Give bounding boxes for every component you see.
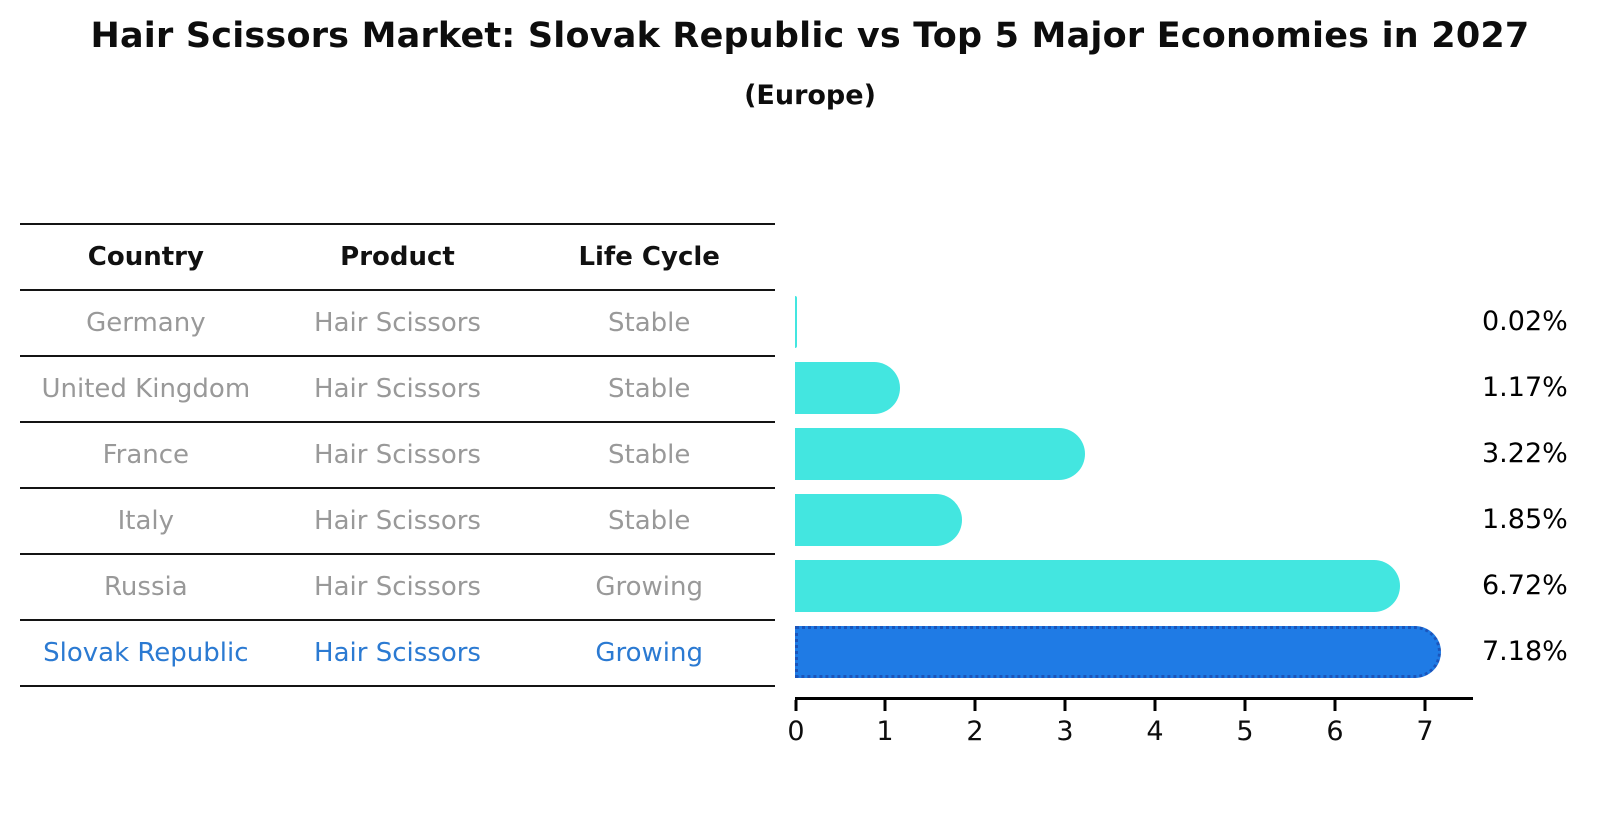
cell-product: Hair Scissors (314, 638, 481, 668)
value-label-united-kingdom: 1.17% (1482, 372, 1568, 403)
bar-row-united-kingdom (795, 355, 1441, 421)
cell-product: Hair Scissors (314, 374, 481, 404)
cell-life-cycle: Stable (608, 374, 691, 404)
x-axis-tick (794, 700, 798, 711)
bar-slovak-republic (795, 626, 1441, 678)
x-axis-label-0: 0 (787, 716, 805, 747)
bar-italy (795, 494, 962, 546)
bar-row-france (795, 421, 1441, 487)
table-row-united-kingdom: United Kingdom Hair Scissors Stable (20, 357, 775, 423)
table-row-slovak-republic: Slovak Republic Hair Scissors Growing (20, 621, 775, 687)
bar-row-russia (795, 553, 1441, 619)
x-axis-tick (1243, 700, 1247, 711)
column-header-product: Product (340, 242, 455, 272)
x-axis-tick (1423, 700, 1427, 711)
x-axis-label-5: 5 (1236, 716, 1254, 747)
page-subtitle: (Europe) (744, 80, 876, 111)
x-axis-tick (1063, 700, 1067, 711)
x-axis-tick (1153, 700, 1157, 711)
x-axis-label-6: 6 (1326, 716, 1344, 747)
cell-country: United Kingdom (41, 374, 251, 404)
column-header-life-cycle: Life Cycle (578, 242, 720, 272)
cell-product: Hair Scissors (314, 572, 481, 602)
x-axis-label-7: 7 (1416, 716, 1434, 747)
bar-russia (795, 560, 1400, 612)
cell-life-cycle: Growing (595, 638, 703, 668)
cell-product: Hair Scissors (314, 308, 481, 338)
value-label-france: 3.22% (1482, 438, 1568, 469)
cell-product: Hair Scissors (314, 440, 481, 470)
cell-country: Italy (117, 506, 175, 536)
x-axis-label-2: 2 (966, 716, 984, 747)
bar-united-kingdom (795, 362, 900, 414)
value-label-slovak-republic: 7.18% (1482, 636, 1568, 667)
cell-country: Russia (104, 572, 188, 602)
cell-life-cycle: Stable (608, 506, 691, 536)
column-header-country: Country (87, 242, 204, 272)
bar-germany (795, 296, 797, 348)
x-axis-tick (973, 700, 977, 711)
x-axis-label-3: 3 (1056, 716, 1074, 747)
cell-country: France (102, 440, 190, 470)
x-axis-tick (1333, 700, 1337, 711)
cell-life-cycle: Growing (595, 572, 703, 602)
value-label-russia: 6.72% (1482, 570, 1568, 601)
table-row-germany: Germany Hair Scissors Stable (20, 291, 775, 357)
bar-row-germany (795, 289, 1441, 355)
value-label-italy: 1.85% (1482, 504, 1568, 535)
x-axis-label-1: 1 (876, 716, 894, 747)
table-header-row: Country Product Life Cycle (20, 223, 775, 291)
cell-product: Hair Scissors (314, 506, 481, 536)
bar-chart (795, 289, 1441, 685)
x-axis: 0 1 2 3 4 5 6 7 (787, 697, 1473, 747)
x-axis-tick (883, 700, 887, 711)
table-row-italy: Italy Hair Scissors Stable (20, 489, 775, 555)
data-table: Country Product Life Cycle Germany Hair … (20, 223, 775, 687)
cell-life-cycle: Stable (608, 440, 691, 470)
cell-country: Slovak Republic (43, 638, 249, 668)
x-axis-label-4: 4 (1146, 716, 1164, 747)
bar-row-italy (795, 487, 1441, 553)
bar-france (795, 428, 1085, 480)
value-label-germany: 0.02% (1482, 306, 1568, 337)
cell-life-cycle: Stable (608, 308, 691, 338)
bar-row-slovak-republic (795, 619, 1441, 685)
page-title: Hair Scissors Market: Slovak Republic vs… (90, 16, 1530, 56)
table-row-russia: Russia Hair Scissors Growing (20, 555, 775, 621)
cell-country: Germany (86, 308, 206, 338)
table-row-france: France Hair Scissors Stable (20, 423, 775, 489)
